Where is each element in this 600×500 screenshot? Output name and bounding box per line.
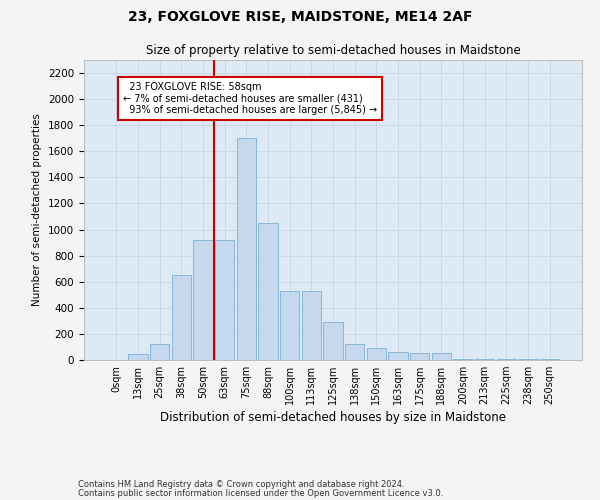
- Bar: [193, 240, 213, 360]
- Bar: [345, 344, 364, 360]
- Bar: [236, 138, 256, 360]
- Bar: [172, 275, 191, 360]
- Text: 23, FOXGLOVE RISE, MAIDSTONE, ME14 2AF: 23, FOXGLOVE RISE, MAIDSTONE, ME14 2AF: [128, 10, 472, 24]
- Bar: [215, 240, 235, 360]
- Bar: [302, 291, 321, 360]
- Bar: [367, 348, 386, 360]
- Bar: [258, 223, 278, 360]
- Text: Contains public sector information licensed under the Open Government Licence v3: Contains public sector information licen…: [78, 488, 443, 498]
- Bar: [388, 352, 408, 360]
- Bar: [150, 344, 169, 360]
- Bar: [410, 353, 430, 360]
- Bar: [431, 354, 451, 360]
- Bar: [453, 358, 473, 360]
- Text: 23 FOXGLOVE RISE: 58sqm
← 7% of semi-detached houses are smaller (431)
  93% of : 23 FOXGLOVE RISE: 58sqm ← 7% of semi-det…: [123, 82, 377, 116]
- Title: Size of property relative to semi-detached houses in Maidstone: Size of property relative to semi-detach…: [146, 44, 520, 58]
- X-axis label: Distribution of semi-detached houses by size in Maidstone: Distribution of semi-detached houses by …: [160, 412, 506, 424]
- Text: Contains HM Land Registry data © Crown copyright and database right 2024.: Contains HM Land Registry data © Crown c…: [78, 480, 404, 489]
- Bar: [128, 354, 148, 360]
- Y-axis label: Number of semi-detached properties: Number of semi-detached properties: [32, 114, 43, 306]
- Bar: [280, 291, 299, 360]
- Bar: [323, 322, 343, 360]
